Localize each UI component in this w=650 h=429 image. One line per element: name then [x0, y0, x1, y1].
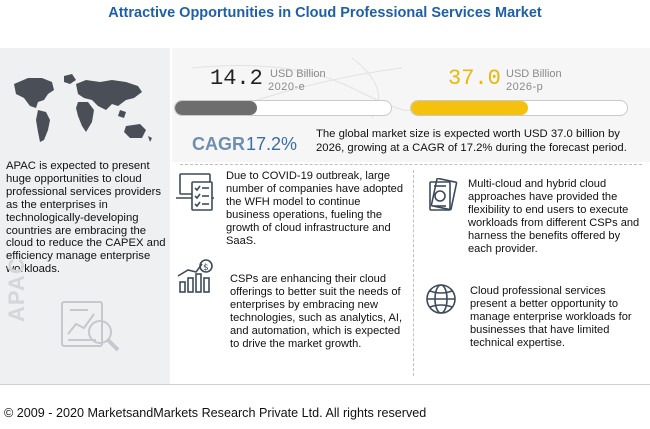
point-cloud-services: Cloud professional services present a be…	[470, 285, 632, 349]
market-unit-2020: USD Billion	[270, 68, 326, 80]
apac-description: APAC is expected to present huge opportu…	[6, 160, 166, 276]
point-covid: Due to COVID-19 outbreak, large number o…	[226, 170, 404, 247]
market-value-2026: 37.0	[448, 66, 501, 91]
progress-fill-2020	[175, 101, 258, 115]
cagr-description: The global market size is expected worth…	[316, 128, 627, 154]
market-value-2020: 14.2	[210, 66, 263, 91]
svg-text:$: $	[203, 263, 209, 273]
market-year-2026: 2026-p	[506, 81, 544, 93]
apac-watermark: APAC	[4, 257, 29, 322]
laptop-checklist-icon	[176, 173, 214, 211]
page-title: Attractive Opportunities in Cloud Profes…	[108, 5, 542, 21]
divider	[180, 164, 642, 165]
divider	[0, 384, 650, 385]
market-unit-2026: USD Billion	[506, 68, 562, 80]
divider	[413, 170, 414, 376]
copyright-notice: © 2009 - 2020 MarketsandMarkets Research…	[4, 406, 427, 420]
progress-fill-2026	[411, 101, 528, 115]
world-map-icon	[14, 74, 152, 142]
progress-bar-2026	[410, 100, 628, 116]
progress-bar-2020	[174, 100, 392, 116]
point-multi-cloud: Multi-cloud and hybrid cloud approaches …	[468, 178, 640, 255]
dollar-growth-chart-icon: $	[177, 259, 213, 293]
cash-money-icon	[429, 178, 458, 211]
cagr-label: CAGR	[192, 134, 245, 154]
analytics-magnifier-icon	[61, 301, 120, 352]
market-year-2020: 2020-e	[268, 81, 306, 93]
globe-icon	[426, 284, 456, 314]
point-csp: CSPs are enhancing their cloud offerings…	[230, 273, 403, 350]
cagr-value: 17.2%	[246, 134, 298, 154]
